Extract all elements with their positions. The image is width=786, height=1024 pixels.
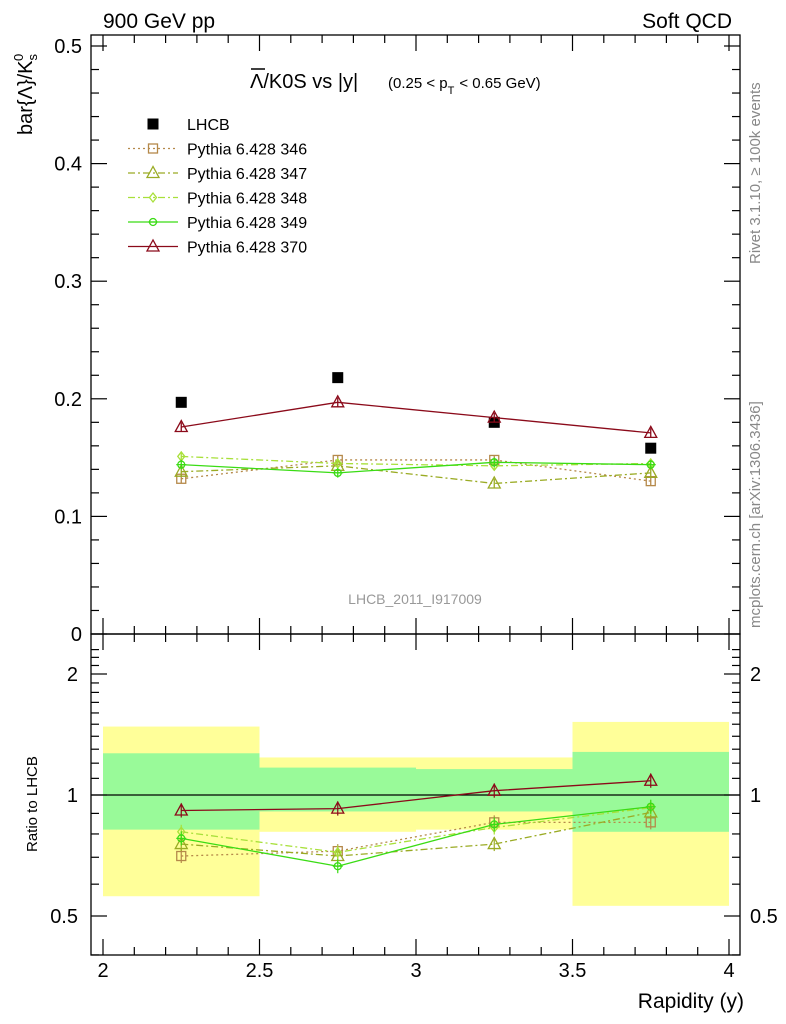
series-1-main-line bbox=[181, 459, 651, 482]
y-tick-label: 0.1 bbox=[54, 506, 82, 528]
legend-marker bbox=[147, 143, 159, 154]
series-2-main-point bbox=[643, 465, 658, 479]
series-5-main-point bbox=[487, 409, 502, 423]
series-4-main-line bbox=[181, 461, 651, 474]
series-2-ratio-point bbox=[487, 836, 502, 850]
series-4-main bbox=[176, 457, 656, 478]
legend-marker bbox=[148, 191, 158, 204]
ylabel-main-text: bar{Λ}/K bbox=[15, 60, 37, 135]
x-tick-label: 3 bbox=[410, 960, 421, 982]
series-4-ratio-line bbox=[181, 806, 651, 867]
series-5-main-point bbox=[174, 419, 189, 433]
svg-text:Λ/K0S vs |y|: Λ/K0S vs |y| bbox=[250, 71, 358, 93]
y-tick-label: 0.2 bbox=[54, 389, 82, 411]
series-0-main-point bbox=[332, 372, 344, 384]
main-plot-series bbox=[174, 372, 658, 489]
series-3-main-line bbox=[181, 455, 651, 467]
series-2-ratio-line bbox=[181, 811, 651, 857]
series-2-ratio-point bbox=[174, 836, 189, 850]
series-0-main-point bbox=[645, 442, 657, 454]
legend-marker bbox=[145, 165, 161, 179]
legend-entry: Pythia 6.428 370 bbox=[128, 238, 307, 257]
series-2-main-point bbox=[174, 463, 189, 477]
series-3-ratio-point bbox=[333, 846, 343, 858]
x-axis-label: Rapidity (y) bbox=[638, 990, 744, 1013]
y-tick-label: 0 bbox=[71, 624, 82, 646]
header-right: Soft QCD bbox=[642, 10, 732, 33]
legend-marker bbox=[145, 238, 161, 252]
series-1-main bbox=[176, 454, 656, 487]
ratio-plot-series bbox=[174, 772, 658, 874]
series-5-main bbox=[174, 394, 658, 439]
legend-label: LHCB bbox=[187, 117, 230, 134]
y-tick-label: 0.3 bbox=[54, 271, 82, 293]
series-1-ratio-line bbox=[181, 821, 651, 857]
legend-entry: Pythia 6.428 346 bbox=[128, 142, 307, 159]
series-5-ratio-point bbox=[487, 782, 502, 796]
series-5-ratio-line bbox=[181, 780, 651, 812]
series-5-main-point bbox=[643, 425, 658, 439]
title-main: /K0S vs |y| bbox=[263, 71, 358, 93]
series-4-ratio bbox=[176, 799, 656, 874]
legend-label: Pythia 6.428 347 bbox=[187, 166, 307, 183]
x-tick-label: 4 bbox=[723, 960, 734, 982]
y-axis-label-ratio: Ratio to LHCB bbox=[24, 756, 41, 852]
series-5-ratio-point bbox=[330, 800, 345, 814]
ratio-y-tick-label-right: 0.5 bbox=[750, 906, 778, 928]
svg-text:(0.25 < pT< 0.65 GeV): (0.25 < pT < 0.65 GeV) bbox=[388, 75, 541, 97]
ratio-y-tick-label: 0.5 bbox=[50, 906, 78, 928]
legend-entry: Pythia 6.428 348 bbox=[128, 191, 307, 208]
y-tick-label: 0.5 bbox=[54, 36, 82, 58]
svg-text:bar{Λ}/Ks0: bar{Λ}/Ks0 bbox=[11, 53, 40, 135]
title-lambda: Λ bbox=[250, 71, 264, 93]
header-left: 900 GeV pp bbox=[103, 10, 215, 33]
series-3-ratio-point bbox=[489, 821, 499, 834]
chart-title: Λ/K0S vs |y| (0.25 < pT < 0.65 GeV) bbox=[250, 68, 541, 97]
series-3-ratio-line bbox=[181, 807, 651, 854]
legend-label: Pythia 6.428 348 bbox=[187, 191, 307, 208]
series-5-ratio-point bbox=[174, 802, 189, 816]
analysis-watermark: LHCB_2011_I917009 bbox=[348, 591, 482, 607]
ratio-y-tick-label-right: 1 bbox=[750, 785, 761, 807]
ylabel-sub: s bbox=[25, 53, 40, 60]
title-sub-end: < 0.65 GeV) bbox=[459, 75, 540, 92]
title-sub-T: T bbox=[448, 85, 455, 97]
series-2-main-point bbox=[487, 475, 502, 489]
x-tick-label: 2 bbox=[97, 960, 108, 982]
series-5-ratio bbox=[174, 772, 658, 818]
series-5-main-point bbox=[330, 394, 345, 408]
y-axis-label-main: bar{Λ}/Ks0 bbox=[11, 53, 40, 135]
title-sub: (0.25 < p bbox=[388, 75, 448, 92]
legend-entry: Pythia 6.428 347 bbox=[128, 165, 307, 183]
series-5-main-line bbox=[181, 401, 651, 434]
legend-label: Pythia 6.428 349 bbox=[187, 215, 307, 232]
legend-label: Pythia 6.428 346 bbox=[187, 142, 307, 159]
series-2-ratio-point bbox=[643, 804, 658, 818]
series-5-ratio-point bbox=[643, 772, 658, 786]
x-tick-label: 3.5 bbox=[559, 960, 587, 982]
ratio-y-tick-label: 2 bbox=[67, 664, 78, 686]
legend-marker bbox=[147, 118, 159, 130]
series-0-main-point bbox=[175, 396, 187, 408]
ylabel-sup: 0 bbox=[11, 54, 26, 61]
rivet-label: Rivet 3.1.10, ≥ 100k events bbox=[747, 82, 764, 264]
legend-label: Pythia 6.428 370 bbox=[187, 240, 307, 257]
axes-ticks: 2 2.5 3 3.5 4 0 0.1 0.2 0.3 0.4 0.5 0.5 0.5 1 1 2 2 bbox=[50, 35, 778, 982]
legend-entry: Pythia 6.428 349 bbox=[128, 215, 307, 232]
series-3-main-point bbox=[333, 457, 343, 470]
mcplots-label: mcplots.cern.ch [arXiv:1306.3436] bbox=[747, 401, 764, 628]
series-0-main bbox=[175, 372, 657, 454]
x-tick-label: 2.5 bbox=[246, 960, 274, 982]
y-tick-label: 0.4 bbox=[54, 154, 82, 176]
legend: LHCB Pythia 6.428 346 Pythia 6.428 347 Pyth… bbox=[128, 117, 307, 257]
series-1-ratio-point bbox=[176, 850, 187, 862]
ratio-y-tick-label: 1 bbox=[67, 785, 78, 807]
ratio-y-tick-label-right: 2 bbox=[750, 664, 761, 686]
legend-entry: LHCB bbox=[147, 117, 230, 134]
green-band bbox=[103, 753, 260, 830]
